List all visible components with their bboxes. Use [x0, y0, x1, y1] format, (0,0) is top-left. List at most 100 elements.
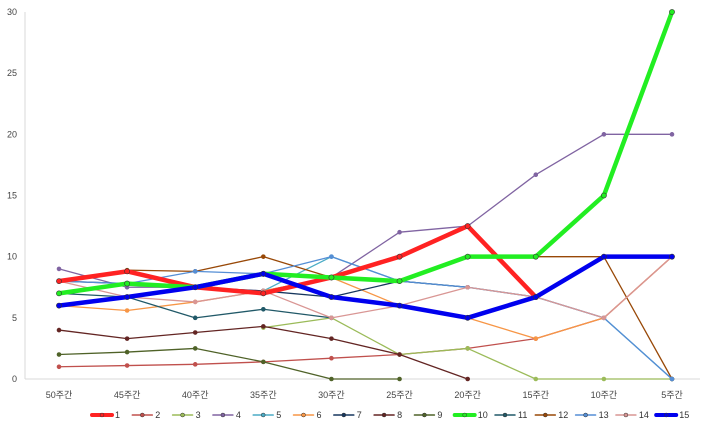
data-point: [192, 362, 198, 367]
legend-item-6: 6: [292, 410, 322, 420]
legend-label: 4: [236, 410, 241, 420]
legend-label: 9: [437, 410, 442, 420]
data-point: [533, 172, 539, 178]
data-point: [261, 254, 266, 259]
legend-label: 11: [518, 410, 527, 420]
data-point: [533, 336, 539, 341]
series-lines: [56, 9, 675, 382]
data-point: [192, 315, 198, 321]
legend: 1 2 3 4 5 6 7 8 9 10 11 12 13 14 15: [90, 410, 689, 420]
x-tick-label: 50주간: [46, 390, 73, 400]
y-tick-label: 20: [7, 129, 17, 139]
legend-label: 15: [679, 410, 689, 420]
y-tick-label: 0: [12, 374, 17, 384]
data-point: [56, 266, 62, 272]
data-point: [124, 349, 130, 355]
data-point: [260, 270, 267, 277]
data-point: [56, 278, 62, 285]
data-point: [261, 359, 266, 365]
data-point: [124, 268, 131, 275]
data-point: [192, 330, 198, 335]
x-tick-label: 25주간: [386, 390, 413, 400]
x-tick-label: 20주간: [454, 390, 481, 400]
x-tick-label: 45주간: [114, 390, 141, 400]
data-point: [396, 278, 403, 285]
series-8: [56, 324, 470, 382]
legend-marker: [422, 412, 427, 418]
data-point: [601, 315, 607, 321]
legend-item-13: 13: [574, 410, 609, 420]
legend-label: 12: [558, 410, 568, 420]
y-tick-label: 15: [7, 191, 17, 201]
data-point: [464, 314, 471, 321]
legend-item-9: 9: [413, 410, 442, 420]
series-9: [56, 346, 402, 382]
legend-marker: [623, 412, 629, 418]
legend-marker: [140, 412, 145, 418]
x-tick-label: 30주간: [318, 390, 345, 400]
data-point: [465, 346, 470, 351]
data-point: [124, 280, 131, 287]
legend-item-5: 5: [252, 410, 281, 420]
data-point: [600, 192, 607, 199]
legend-item-15: 15: [654, 410, 689, 420]
series-line-10: [56, 9, 675, 296]
series-15: [56, 253, 675, 321]
data-point: [601, 132, 607, 137]
data-point: [261, 324, 266, 329]
legend-item-8: 8: [373, 410, 402, 420]
data-point: [192, 299, 198, 305]
legend-item-14: 14: [615, 410, 649, 420]
legend-label: 5: [276, 410, 281, 420]
legend-item-7: 7: [333, 410, 362, 420]
legend-label: 6: [317, 410, 322, 420]
legend-marker: [583, 412, 588, 418]
y-tick-label: 5: [12, 313, 17, 323]
data-point: [464, 223, 471, 229]
legend-label: 14: [639, 410, 649, 420]
series-line-11: [58, 292, 333, 319]
x-tick-label: 5주간: [661, 390, 683, 400]
legend-label: 2: [155, 410, 160, 420]
legend-item-11: 11: [494, 410, 527, 420]
data-point: [465, 284, 470, 290]
legend-marker: [543, 412, 548, 418]
legend-item-12: 12: [534, 410, 568, 420]
data-point: [124, 308, 130, 313]
y-tick-label: 30: [7, 7, 17, 17]
x-tick-label: 40주간: [182, 390, 209, 400]
data-point: [261, 306, 266, 312]
data-point: [329, 336, 334, 341]
data-point: [192, 269, 198, 274]
x-tick-label: 10주간: [591, 390, 618, 400]
x-tick-label: 35주간: [250, 390, 277, 400]
data-point: [600, 253, 607, 260]
legend-marker: [220, 412, 226, 418]
legend-item-2: 2: [131, 410, 160, 420]
data-point: [396, 253, 403, 260]
data-point: [533, 376, 539, 382]
legend-marker: [663, 412, 669, 418]
series-line-6: [58, 256, 673, 340]
legend-label: 13: [599, 410, 609, 420]
data-point: [56, 327, 62, 333]
legend-marker: [260, 412, 266, 418]
data-point: [397, 376, 402, 382]
data-point: [397, 229, 402, 235]
data-point: [56, 302, 62, 309]
legend-item-3: 3: [171, 410, 201, 420]
data-point: [329, 254, 334, 259]
legend-item-4: 4: [212, 410, 241, 420]
data-point: [465, 376, 470, 382]
data-point: [56, 290, 62, 297]
legend-marker: [180, 412, 185, 418]
data-point: [532, 253, 539, 260]
series-line-14: [58, 256, 673, 319]
data-point: [669, 132, 675, 137]
legend-marker: [502, 412, 508, 418]
legend-marker: [341, 412, 347, 418]
data-point: [669, 9, 675, 15]
data-point: [192, 346, 198, 351]
